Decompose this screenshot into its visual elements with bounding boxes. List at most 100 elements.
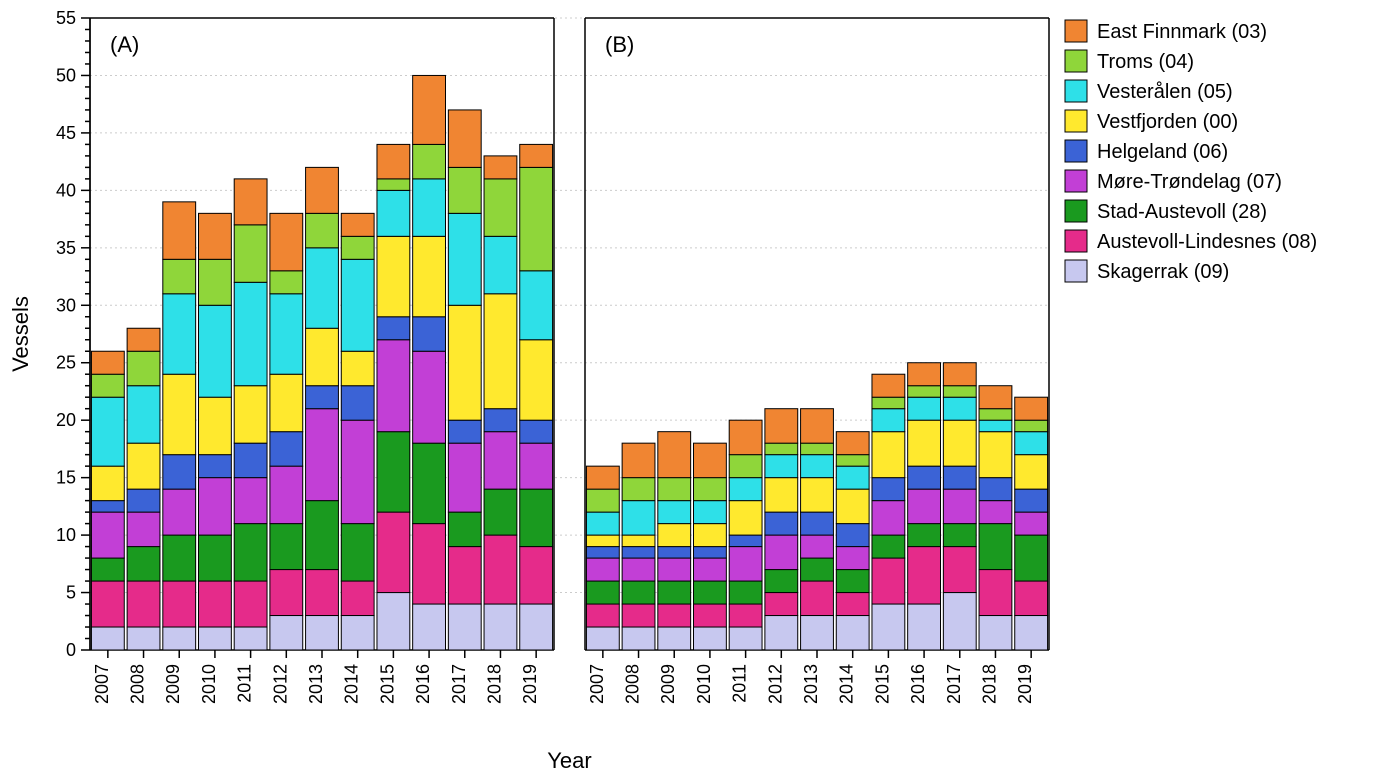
x-tick-label: 2014 xyxy=(342,664,362,704)
bar-segment xyxy=(270,374,303,431)
x-tick-label: 2018 xyxy=(979,664,999,704)
bar-segment xyxy=(270,213,303,270)
bar-segment xyxy=(979,478,1012,501)
bar-segment xyxy=(270,466,303,523)
bar-segment xyxy=(484,604,517,650)
bar-segment xyxy=(413,604,446,650)
bar-segment xyxy=(91,581,124,627)
bar-segment xyxy=(1015,397,1048,420)
bar-segment xyxy=(694,524,727,547)
bar-segment xyxy=(801,535,834,558)
bar-segment xyxy=(908,524,941,547)
bar-segment xyxy=(908,420,941,466)
bar-segment xyxy=(979,524,1012,570)
bar-segment xyxy=(377,236,410,316)
bar-segment xyxy=(520,271,553,340)
bar-segment xyxy=(622,581,655,604)
y-tick-label: 50 xyxy=(56,65,76,85)
bar-segment xyxy=(234,282,267,385)
bar-segment xyxy=(484,179,517,236)
bar-segment xyxy=(306,501,339,570)
bar-segment xyxy=(729,478,762,501)
bar-segment xyxy=(91,627,124,650)
y-tick-label: 30 xyxy=(56,295,76,315)
y-tick-label: 45 xyxy=(56,123,76,143)
legend-swatch xyxy=(1065,230,1087,252)
bar-segment xyxy=(448,167,481,213)
bar-segment xyxy=(658,558,691,581)
bar-segment xyxy=(872,409,905,432)
bar-segment xyxy=(234,225,267,282)
bar-segment xyxy=(127,328,160,351)
bar-segment xyxy=(622,547,655,558)
bar-segment xyxy=(448,443,481,512)
bar-segment xyxy=(520,144,553,167)
bar-segment xyxy=(765,512,798,535)
bar-segment xyxy=(622,627,655,650)
bar-segment xyxy=(729,581,762,604)
bar-segment xyxy=(836,593,869,616)
bar-segment xyxy=(872,535,905,558)
legend-label: Vesterålen (05) xyxy=(1097,81,1233,103)
x-tick-label: 2009 xyxy=(658,664,678,704)
bar-segment xyxy=(306,248,339,328)
bar-segment xyxy=(163,374,196,454)
bar-segment xyxy=(979,570,1012,616)
bar-segment xyxy=(377,144,410,178)
bar-segment xyxy=(836,524,869,547)
bar-segment xyxy=(520,547,553,604)
x-tick-label: 2013 xyxy=(801,664,821,704)
bar-segment xyxy=(377,593,410,650)
bar-segment xyxy=(199,478,232,535)
bar-segment xyxy=(1015,535,1048,581)
bar-segment xyxy=(306,167,339,213)
bar-segment xyxy=(1015,432,1048,455)
bar-segment xyxy=(484,409,517,432)
bar-segment xyxy=(163,489,196,535)
x-axis-label: Year xyxy=(547,748,591,773)
bar-segment xyxy=(943,363,976,386)
bar-segment xyxy=(872,501,905,535)
bar-segment xyxy=(448,512,481,546)
x-tick-label: 2010 xyxy=(694,664,714,704)
bar-segment xyxy=(1015,512,1048,535)
legend-label: Austevoll-Lindesnes (08) xyxy=(1097,231,1317,253)
bar-segment xyxy=(127,443,160,489)
bar-segment xyxy=(622,535,655,546)
bar-segment xyxy=(694,443,727,477)
bar-segment xyxy=(694,604,727,627)
bar-segment xyxy=(484,432,517,489)
bar-segment xyxy=(377,340,410,432)
bar-segment xyxy=(448,604,481,650)
bar-segment xyxy=(694,478,727,501)
bar-segment xyxy=(729,455,762,478)
bar-segment xyxy=(908,363,941,386)
bar-segment xyxy=(622,478,655,501)
bar-segment xyxy=(306,328,339,385)
x-tick-label: 2010 xyxy=(199,664,219,704)
bar-segment xyxy=(872,374,905,397)
bar-segment xyxy=(377,179,410,190)
bar-segment xyxy=(586,512,619,535)
bar-segment xyxy=(872,397,905,408)
bar-segment xyxy=(586,558,619,581)
x-tick-label: 2017 xyxy=(449,664,469,704)
y-tick-label: 20 xyxy=(56,410,76,430)
bar-segment xyxy=(586,581,619,604)
bar-segment xyxy=(908,397,941,420)
bar-segment xyxy=(163,581,196,627)
bar-segment xyxy=(163,202,196,259)
bar-segment xyxy=(163,627,196,650)
bar-segment xyxy=(586,627,619,650)
bar-segment xyxy=(658,524,691,547)
bar-segment xyxy=(163,455,196,489)
bar-segment xyxy=(586,489,619,512)
bar-segment xyxy=(341,259,374,351)
bar-segment xyxy=(520,489,553,546)
bar-segment xyxy=(622,604,655,627)
panel-label: (A) xyxy=(110,32,139,57)
bar-segment xyxy=(484,535,517,604)
bar-segment xyxy=(694,581,727,604)
bar-segment xyxy=(658,627,691,650)
bar-segment xyxy=(234,478,267,524)
